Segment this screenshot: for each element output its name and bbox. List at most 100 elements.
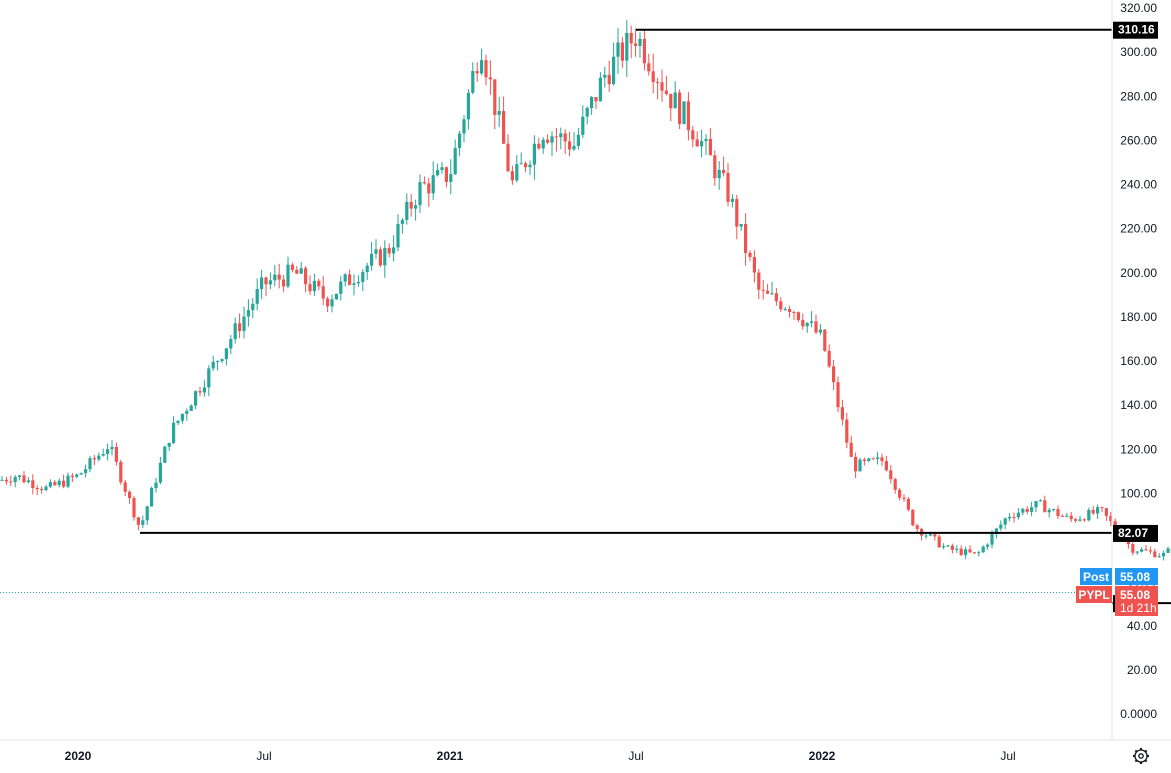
candle-body: [229, 339, 233, 349]
candle-body: [902, 497, 906, 499]
candle-body: [876, 457, 880, 459]
candle-body: [1038, 500, 1042, 502]
candle-body: [290, 264, 294, 270]
candle-body: [744, 224, 748, 253]
x-tick-label: 2022: [809, 749, 836, 763]
candle-body: [128, 491, 132, 499]
candle-body: [810, 321, 814, 323]
candle-body: [801, 320, 805, 327]
candle-body: [708, 138, 712, 156]
candle-body: [13, 476, 17, 483]
candle-body: [704, 138, 708, 142]
candle-body: [955, 548, 959, 550]
candle-body: [282, 279, 286, 287]
candle-body: [378, 249, 382, 266]
candle-body: [576, 134, 580, 146]
candle-body: [22, 475, 26, 483]
candle-body: [673, 92, 677, 109]
candle-body: [757, 272, 761, 290]
candle-body: [255, 289, 259, 304]
candle-body: [1074, 519, 1078, 521]
x-tick-label: Jul: [256, 749, 271, 763]
candle-body: [1078, 519, 1082, 521]
candle-body: [40, 489, 44, 491]
candle-body: [220, 359, 224, 362]
candle-body: [352, 283, 356, 285]
candle-body: [752, 257, 756, 273]
candle-body: [898, 489, 902, 498]
candle-body: [510, 171, 514, 181]
y-tick-label: 260.00: [1120, 133, 1157, 147]
x-tick-label: 2020: [65, 749, 92, 763]
candle-body: [119, 461, 123, 483]
candle-body: [440, 167, 444, 171]
candle-body: [682, 101, 686, 125]
candle-body: [330, 299, 334, 307]
candle-body: [167, 442, 171, 447]
candle-body: [260, 277, 264, 290]
candle-body: [418, 182, 422, 206]
symbol-price-tag: PYPL 55.08 1d 21h: [1076, 586, 1158, 616]
y-tick-label: 200.00: [1120, 266, 1157, 280]
candle-body: [233, 323, 237, 340]
candle-body: [977, 552, 981, 554]
candle-body: [959, 548, 963, 555]
candle-body: [968, 549, 972, 553]
candle-body: [827, 350, 831, 367]
y-tick-label: 0.0000: [1120, 707, 1157, 721]
time-axis[interactable]: 2020Jul2021Jul2022Jul2023Jul2024Jul2025J…: [65, 749, 1171, 763]
candle-body: [1166, 548, 1170, 553]
candle-body: [453, 148, 457, 175]
candle-body: [924, 535, 928, 537]
candle-body: [651, 71, 655, 83]
candle-body: [374, 249, 378, 254]
candle-body: [669, 93, 673, 109]
candle-body: [1082, 519, 1086, 521]
candle-body: [840, 407, 844, 420]
candle-body: [1091, 509, 1095, 514]
candle-body: [66, 475, 70, 487]
candle-body: [946, 545, 950, 547]
candle-body: [198, 391, 202, 393]
horizontal-levels[interactable]: [140, 28, 1171, 605]
candle-body: [92, 458, 96, 460]
candle-body: [268, 280, 272, 285]
candle-body: [893, 479, 897, 490]
level-tag-bg: [1113, 21, 1158, 39]
candle-body: [686, 101, 690, 131]
level-tag-label: 310.16: [1118, 23, 1155, 37]
price-axis[interactable]: 320.00 300.00 280.00 260.00 240.00 220.00 200.…: [1120, 1, 1157, 721]
candle-body: [774, 293, 778, 302]
candle-body: [48, 482, 52, 487]
y-tick-label: 120.00: [1120, 442, 1157, 456]
candle-body: [1012, 516, 1016, 518]
candle-body: [664, 90, 668, 94]
candle-body: [427, 183, 431, 194]
candle-body: [1096, 507, 1100, 514]
candle-body: [629, 32, 633, 44]
candle-body: [849, 442, 853, 457]
candle-body: [933, 534, 937, 537]
candle-body: [26, 480, 30, 483]
candle-body: [559, 133, 563, 138]
y-tick-label: 240.00: [1120, 178, 1157, 192]
candle-body: [172, 422, 176, 443]
candle-body: [1021, 508, 1025, 513]
candle-body: [612, 56, 616, 85]
candle-body: [216, 361, 220, 363]
candle-body: [62, 480, 66, 487]
countdown: 1d 21h: [1120, 601, 1157, 615]
candle-body: [1135, 551, 1139, 553]
candle-body: [845, 419, 849, 443]
candle-body: [154, 482, 158, 489]
candle-body: [1157, 556, 1161, 558]
gear-icon[interactable]: [1133, 748, 1149, 764]
candle-body: [136, 517, 140, 525]
candle-body: [1109, 515, 1113, 522]
candle-body: [862, 459, 866, 461]
candle-body: [185, 410, 189, 414]
candle-body: [634, 43, 638, 46]
candle-body: [211, 361, 215, 369]
